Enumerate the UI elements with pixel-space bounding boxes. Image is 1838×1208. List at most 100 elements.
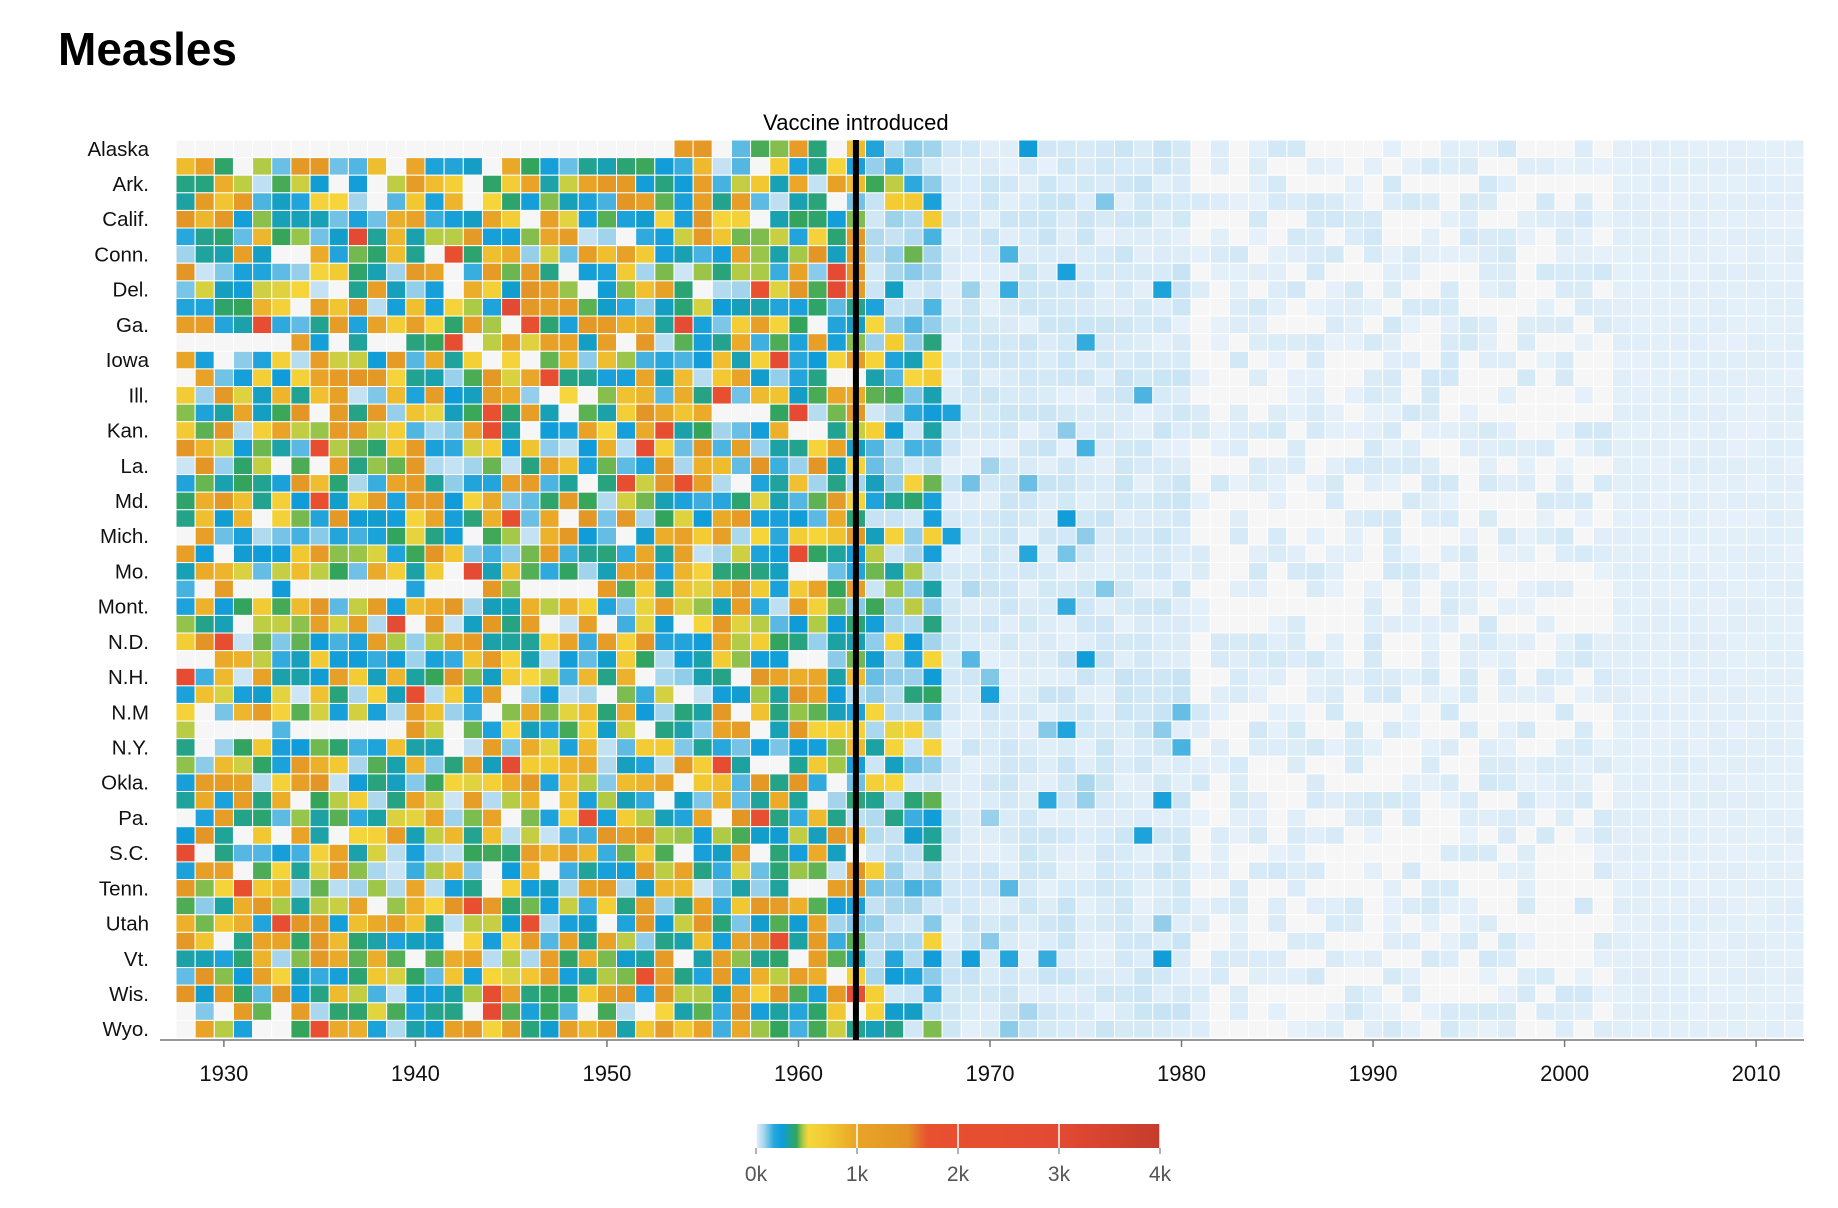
heatmap-cell [386,368,407,388]
heatmap-cell [1765,650,1786,669]
heatmap-cell [443,139,464,159]
heatmap-cell [884,544,905,564]
heatmap-cell [1075,597,1096,616]
heatmap-cell [999,650,1020,669]
heatmap-cell [1267,597,1288,616]
heatmap-cell [1707,702,1728,722]
heatmap-cell [922,438,943,458]
heatmap-cell [979,1002,1001,1021]
heatmap-cell [941,368,962,388]
heatmap-cell [1094,685,1115,704]
heatmap-cell [271,650,292,669]
heatmap-cell [807,368,828,388]
heatmap-cell [596,192,618,211]
heatmap-cell [367,790,388,810]
heatmap-cell [558,403,579,423]
heatmap-cell [1037,262,1058,282]
heatmap-cell [1152,702,1173,722]
heatmap-cell [865,914,886,933]
heatmap-cell [328,297,349,317]
heatmap-cell [1324,421,1345,440]
heatmap-cell [1286,720,1307,740]
heatmap-cell [750,773,771,792]
heatmap-cell [616,1002,637,1021]
heatmap-cell [884,914,905,933]
heatmap-cell [1171,632,1192,652]
heatmap-cell [213,861,234,881]
heatmap-cell [577,491,598,511]
heatmap-cell [1209,614,1230,634]
heatmap-cell [1267,526,1288,546]
heatmap-cell [1707,650,1728,669]
heatmap-cell [290,192,311,211]
heatmap-cell [1477,720,1499,740]
heatmap-cell [635,157,656,176]
heatmap-cell [539,280,560,299]
heatmap-cell [424,1019,445,1039]
heatmap-cell [405,526,426,546]
heatmap-cell [960,579,981,599]
heatmap-cell [1688,597,1709,616]
heatmap-cell [769,526,790,546]
heatmap-cell [999,861,1020,881]
heatmap-cell [309,526,330,546]
heatmap-cell [1401,931,1422,951]
heatmap-cell [1056,650,1077,669]
heatmap-cell [1152,350,1173,370]
heatmap-cell [1554,790,1575,810]
heatmap-cell [1401,755,1422,775]
heatmap-cell [941,843,962,863]
heatmap-cell [1726,209,1748,229]
heatmap-cell [1688,245,1709,264]
heatmap-cell [443,773,464,792]
heatmap-cell [673,456,694,476]
heatmap-cell [1152,544,1173,564]
heatmap-cell [1305,720,1326,740]
heatmap-cell [1477,808,1499,828]
heatmap-cell [1113,579,1135,599]
heatmap-cell [1420,245,1441,264]
heatmap-cell [1420,421,1441,440]
heatmap-cell [596,826,618,845]
heatmap-cell [1784,808,1805,828]
heatmap-cell [730,157,752,176]
heatmap-cell [1573,896,1594,916]
heatmap-cell [1037,421,1058,440]
heatmap-cell [1554,350,1575,370]
heatmap-cell [979,315,1001,335]
heatmap-cell [1286,139,1307,159]
heatmap-cell [1305,368,1326,388]
heatmap-cell [654,562,675,581]
heatmap-cell [1209,245,1230,264]
heatmap-cell [1669,526,1690,546]
heatmap-cell [1209,879,1230,898]
heatmap-cell [577,227,598,247]
heatmap-cell [788,562,809,581]
heatmap-cell [1497,632,1518,652]
heatmap-cell [501,879,522,898]
heatmap-cell [328,174,349,194]
heatmap-cell [1382,297,1403,317]
heatmap-cell [1267,720,1288,740]
heatmap-cell [1669,456,1690,476]
heatmap-cell [1037,403,1058,423]
heatmap-cell [1401,368,1422,388]
heatmap-cell [1190,790,1211,810]
heatmap-cell [1611,773,1633,792]
heatmap-cell [1535,614,1556,634]
heatmap-cell [328,227,349,247]
heatmap-cell [1305,773,1326,792]
heatmap-cell [462,456,483,476]
heatmap-cell [673,879,694,898]
heatmap-cell [730,755,752,775]
heatmap-cell [1113,597,1135,616]
heatmap-cell [1669,667,1690,687]
heatmap-cell [290,245,311,264]
heatmap-cell [692,350,713,370]
heatmap-cell [1458,931,1479,951]
heatmap-cell [347,333,369,352]
heatmap-cell [1152,474,1173,493]
heatmap-cell [769,808,790,828]
heatmap-cell [1688,808,1709,828]
heatmap-cell [1075,949,1096,969]
